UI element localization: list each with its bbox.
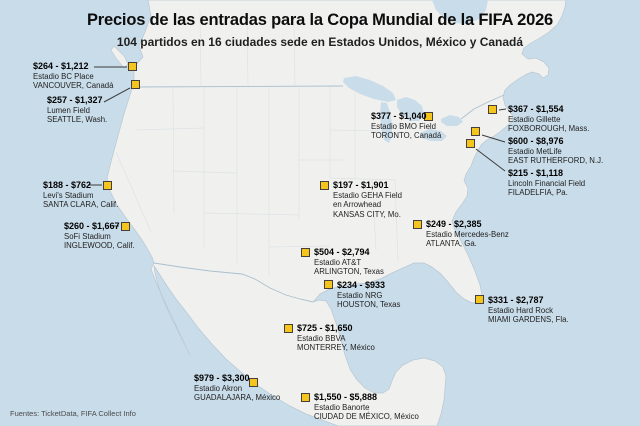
- price-range: $257 - $1,327: [47, 95, 103, 105]
- city-name: HOUSTON, Texas: [337, 300, 401, 310]
- venue-name: Levi's Stadium: [43, 190, 94, 200]
- venue-name: Estadio Akron: [194, 383, 243, 393]
- price-range: $234 - $933: [337, 280, 386, 290]
- stadium-marker-houston: [324, 280, 333, 289]
- price-range: $367 - $1,554: [508, 104, 564, 114]
- vancouver-island: [110, 45, 129, 69]
- stadium-label-kansas-city: $197 - $1,901 Estadio GEHA Field en Arro…: [333, 180, 409, 220]
- stadium-marker-philadelphia: [466, 139, 475, 148]
- price-range: $600 - $8,976: [508, 136, 564, 146]
- price-range: $979 - $3,300: [194, 373, 250, 383]
- city-name: INGLEWOOD, Calif.: [64, 241, 135, 251]
- city-name: ATLANTA, Ga.: [426, 239, 477, 249]
- stadium-marker-monterrey: [284, 324, 293, 333]
- stadium-label-inglewood: $260 - $1,667 SoFi Stadium INGLEWOOD, Ca…: [64, 221, 135, 251]
- price-range: $197 - $1,901: [333, 180, 389, 190]
- venue-name: Estadio MetLife: [508, 146, 562, 156]
- stadium-marker-santa-clara: [103, 181, 112, 190]
- city-name: FOXBOROUGH, Mass.: [508, 124, 590, 134]
- stadium-marker-inglewood: [121, 222, 130, 231]
- header: Precios de las entradas para la Copa Mun…: [0, 11, 640, 49]
- hudson-bay: [432, 0, 488, 24]
- stadium-marker-foxborough: [488, 105, 497, 114]
- stadium-label-guadalajara: $979 - $3,300 Estadio Akron GUADALAJARA,…: [194, 373, 280, 403]
- venue-name: Estadio NRG: [337, 290, 383, 300]
- city-name: SANTA CLARA, Calif.: [43, 200, 119, 210]
- stadium-label-philadelphia: $215 - $1,118 Lincoln Financial Field FI…: [508, 168, 585, 198]
- venue-name: Estadio BC Place: [33, 71, 94, 81]
- price-range: $377 - $1,040: [371, 111, 427, 121]
- venue-name: Estadio Mercedes-Benz: [426, 229, 509, 239]
- page-title: Precios de las entradas para la Copa Mun…: [86, 11, 554, 29]
- venue-name: Estadio GEHA Field en Arrowhead: [333, 190, 402, 210]
- landmass: [106, 0, 567, 426]
- stadium-label-foxborough: $367 - $1,554 Estadio Gillette FOXBOROUG…: [508, 104, 589, 134]
- city-name: EAST RUTHERFORD, N.J.: [508, 156, 604, 166]
- country-borders: [134, 85, 505, 303]
- stadium-label-houston: $234 - $933 Estadio NRG HOUSTON, Texas: [337, 280, 400, 310]
- city-name: SEATTLE, Wash.: [47, 115, 108, 125]
- price-range: $260 - $1,667: [64, 221, 120, 231]
- price-range: $188 - $762: [43, 180, 92, 190]
- stadium-marker-toronto: [424, 112, 433, 121]
- venue-name: Estadio Gillette: [508, 114, 561, 124]
- venue-name: SoFi Stadium: [64, 231, 111, 241]
- city-name: GUADALAJARA, México: [194, 393, 281, 403]
- stadium-label-seattle: $257 - $1,327 Lumen Field SEATTLE, Wash.: [47, 95, 107, 125]
- stadium-marker-atlanta: [413, 220, 422, 229]
- city-name: MIAMI GARDENS, Fla.: [488, 315, 569, 325]
- stadium-marker-miami: [475, 295, 484, 304]
- stadium-marker-vancouver: [128, 62, 137, 71]
- connector-lines: [88, 66, 507, 227]
- stadium-label-east-rutherford: $600 - $8,976 Estadio MetLife EAST RUTHE…: [508, 136, 603, 166]
- city-name: MONTERREY, México: [297, 343, 375, 353]
- city-name: TORONTO, Canadá: [371, 131, 442, 141]
- venue-name: Estadio Hard Rock: [488, 305, 554, 315]
- stadium-label-atlanta: $249 - $2,385 Estadio Mercedes-Benz ATLA…: [426, 219, 509, 249]
- source-attribution: Fuentes: TicketData, FIFA Collect Info: [10, 409, 136, 418]
- price-range: $504 - $2,794: [314, 247, 370, 257]
- price-range: $331 - $2,787: [488, 295, 544, 305]
- price-range: $264 - $1,212: [33, 61, 89, 71]
- price-range: $249 - $2,385: [426, 219, 482, 229]
- price-range: $215 - $1,118: [508, 168, 564, 178]
- price-range: $1,550 - $5,888: [314, 392, 378, 402]
- stadium-label-santa-clara: $188 - $762 Levi's Stadium SANTA CLARA, …: [43, 180, 118, 210]
- price-range: $725 - $1,650: [297, 323, 353, 333]
- stadium-label-miami: $331 - $2,787 Estadio Hard Rock MIAMI GA…: [488, 295, 569, 325]
- stadium-marker-guadalajara: [249, 378, 258, 387]
- stadium-label-monterrey: $725 - $1,650 Estadio BBVA MONTERREY, Mé…: [297, 323, 375, 353]
- stadium-label-vancouver: $264 - $1,212 Estadio BC Place VANCOUVER…: [33, 61, 113, 91]
- great-lakes: [343, 76, 463, 143]
- stadium-marker-mexico-city: [301, 393, 310, 402]
- city-name: CIUDAD DE MÉXICO, México: [314, 412, 419, 422]
- stadium-marker-seattle: [131, 80, 140, 89]
- stadium-marker-kansas-city: [320, 181, 329, 190]
- state-borders: [115, 9, 399, 275]
- city-name: ARLINGTON, Texas: [314, 267, 384, 277]
- venue-name: Estadio BBVA: [297, 333, 346, 343]
- stadium-label-mexico-city: $1,550 - $5,888 Estadio Banorte CIUDAD D…: [314, 392, 419, 422]
- stadium-marker-east-rutherford: [471, 127, 480, 136]
- venue-name: Estadio BMO Field: [371, 121, 436, 131]
- stadium-label-arlington: $504 - $2,794 Estadio AT&T ARLINGTON, Te…: [314, 247, 384, 277]
- city-name: FILADELFIA, Pa.: [508, 188, 568, 198]
- stadium-label-toronto: $377 - $1,040 Estadio BMO Field TORONTO,…: [371, 111, 441, 141]
- venue-name: Estadio AT&T: [314, 257, 362, 267]
- page-subtitle: 104 partidos en 16 ciudades sede en Esta…: [116, 35, 524, 49]
- stadium-marker-arlington: [301, 248, 310, 257]
- venue-name: Estadio Banorte: [314, 402, 370, 412]
- venue-name: Lumen Field: [47, 105, 90, 115]
- city-name: VANCOUVER, Canadá: [33, 81, 114, 91]
- city-name: KANSAS CITY, Mo.: [333, 210, 401, 220]
- venue-name: Lincoln Financial Field: [508, 178, 586, 188]
